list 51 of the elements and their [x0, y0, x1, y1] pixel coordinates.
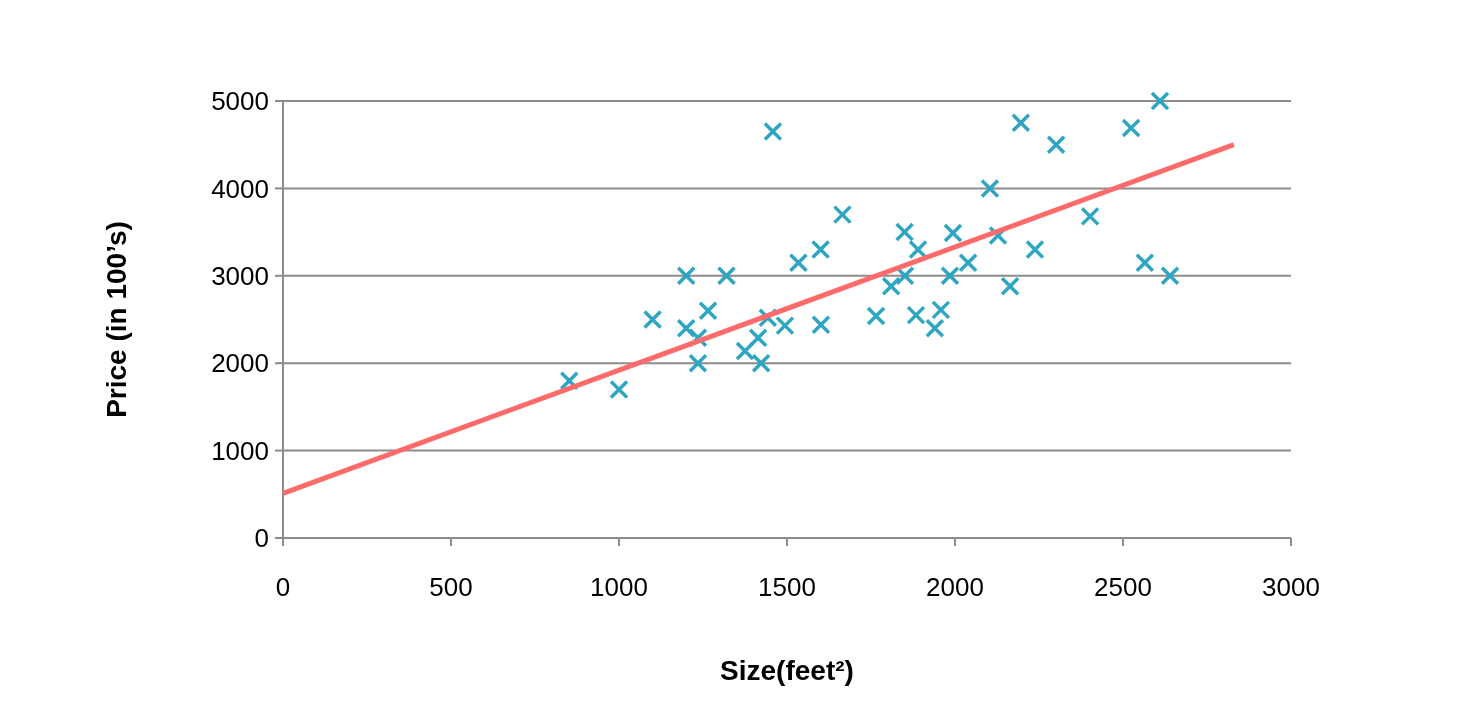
x-tick-label: 0 [275, 572, 291, 602]
point [881, 276, 901, 297]
point [1160, 266, 1180, 286]
point [894, 222, 915, 242]
point [676, 318, 696, 338]
point [688, 353, 708, 373]
point [788, 252, 809, 273]
point [958, 252, 978, 273]
y-tick-label: 2000 [211, 348, 269, 379]
point [906, 305, 926, 325]
point [940, 266, 960, 286]
point [980, 178, 1000, 199]
y-axis-title: Price (in 100’s) [101, 221, 132, 418]
y-tick-label: 3000 [211, 260, 269, 291]
point [1080, 206, 1100, 227]
point [609, 379, 629, 400]
x-tick-label: 3000 [1262, 572, 1320, 602]
point [735, 341, 755, 361]
point [751, 353, 771, 373]
point [1150, 91, 1170, 111]
point [1046, 134, 1066, 155]
point [748, 328, 768, 348]
y-tick-label: 5000 [211, 86, 269, 117]
point [698, 301, 718, 321]
point [1135, 252, 1155, 273]
point [925, 318, 945, 338]
point [895, 266, 915, 286]
x-tick-label: 2000 [926, 572, 984, 602]
point [676, 266, 696, 286]
x-tick-label: 1000 [590, 572, 648, 602]
point [1000, 276, 1020, 297]
point [866, 306, 886, 326]
point [1121, 118, 1141, 138]
x-axis-title: Size(feet²) [720, 655, 854, 686]
y-tick-label: 4000 [211, 173, 269, 204]
point [763, 121, 783, 142]
point [931, 300, 951, 320]
point [1011, 113, 1031, 133]
point [810, 239, 831, 260]
point [642, 309, 663, 330]
x-tick-label: 1500 [758, 572, 816, 602]
x-tick-label: 2500 [1094, 572, 1152, 602]
point [943, 223, 963, 243]
y-tick-label: 1000 [211, 435, 269, 466]
point [716, 266, 737, 286]
point [1025, 239, 1045, 260]
y-tick-label: 0 [254, 523, 269, 554]
point [811, 314, 831, 335]
point [775, 315, 795, 336]
point [832, 204, 853, 225]
x-tick-label: 500 [429, 572, 473, 602]
